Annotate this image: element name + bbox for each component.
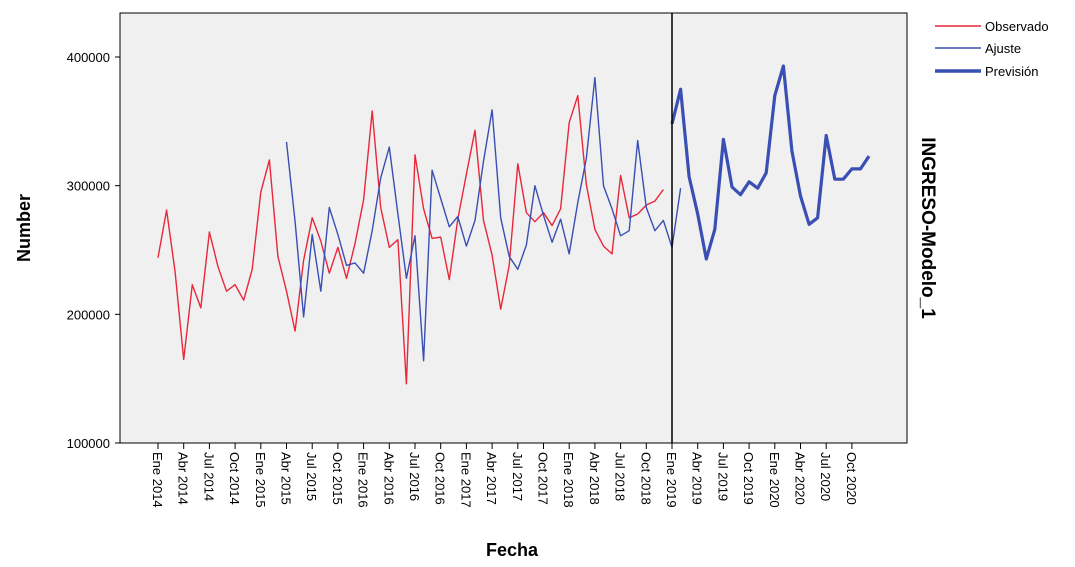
y-tick-label: 100000: [67, 436, 110, 451]
x-tick-label: Oct 2018: [638, 452, 653, 505]
legend: Observado Ajuste Previsión: [935, 19, 1049, 79]
y-tick-label: 400000: [67, 50, 110, 65]
x-tick-label: Jul 2020: [818, 452, 833, 501]
x-tick-label: Jul 2016: [407, 452, 422, 501]
x-tick-label: Abr 2015: [279, 452, 294, 505]
x-tick-label: Ene 2019: [664, 452, 679, 508]
x-tick-label: Jul 2019: [715, 452, 730, 501]
legend-label-observado: Observado: [985, 19, 1049, 34]
x-tick-label: Abr 2020: [793, 452, 808, 505]
x-axis: Ene 2014 Abr 2014 Jul 2014 Oct 2014 Ene 2015…: [150, 443, 859, 508]
legend-label-ajuste: Ajuste: [985, 41, 1021, 56]
side-title: INGRESO-Modelo_1: [917, 137, 938, 319]
x-tick-label: Abr 2019: [690, 452, 705, 505]
x-tick-label: Oct 2019: [741, 452, 756, 505]
plot-area: [119, 12, 908, 444]
x-tick-label: Ene 2016: [356, 452, 371, 508]
y-axis-title: Number: [14, 194, 34, 262]
series-prevision-line: [670, 64, 871, 261]
series-layer: [157, 64, 871, 385]
x-tick-label: Ene 2020: [767, 452, 782, 508]
x-tick-label: Ene 2018: [561, 452, 576, 508]
x-tick-label: Jul 2017: [510, 452, 525, 501]
x-tick-label: Ene 2014: [150, 452, 165, 508]
series-observado-line: [157, 94, 664, 385]
x-tick-label: Oct 2017: [536, 452, 551, 505]
x-tick-label: Oct 2020: [844, 452, 859, 505]
x-tick-label: Jul 2015: [304, 452, 319, 501]
x-tick-label: Abr 2017: [484, 452, 499, 505]
x-tick-label: Ene 2015: [253, 452, 268, 508]
x-tick-label: Oct 2016: [433, 452, 448, 505]
y-axis: 100000 200000 300000 400000: [67, 50, 120, 451]
x-tick-label: Abr 2016: [381, 452, 396, 505]
series-ajuste-line: [285, 76, 682, 362]
x-tick-label: Jul 2018: [613, 452, 628, 501]
y-tick-label: 300000: [67, 179, 110, 194]
x-axis-title: Fecha: [486, 540, 539, 560]
x-tick-label: Ene 2017: [458, 452, 473, 508]
x-tick-label: Abr 2014: [176, 452, 191, 505]
legend-label-prevision: Previsión: [985, 64, 1038, 79]
x-tick-label: Jul 2014: [201, 452, 216, 501]
x-tick-label: Oct 2014: [227, 452, 242, 505]
x-tick-label: Oct 2015: [330, 452, 345, 505]
x-tick-label: Abr 2018: [587, 452, 602, 505]
y-tick-label: 200000: [67, 307, 110, 322]
